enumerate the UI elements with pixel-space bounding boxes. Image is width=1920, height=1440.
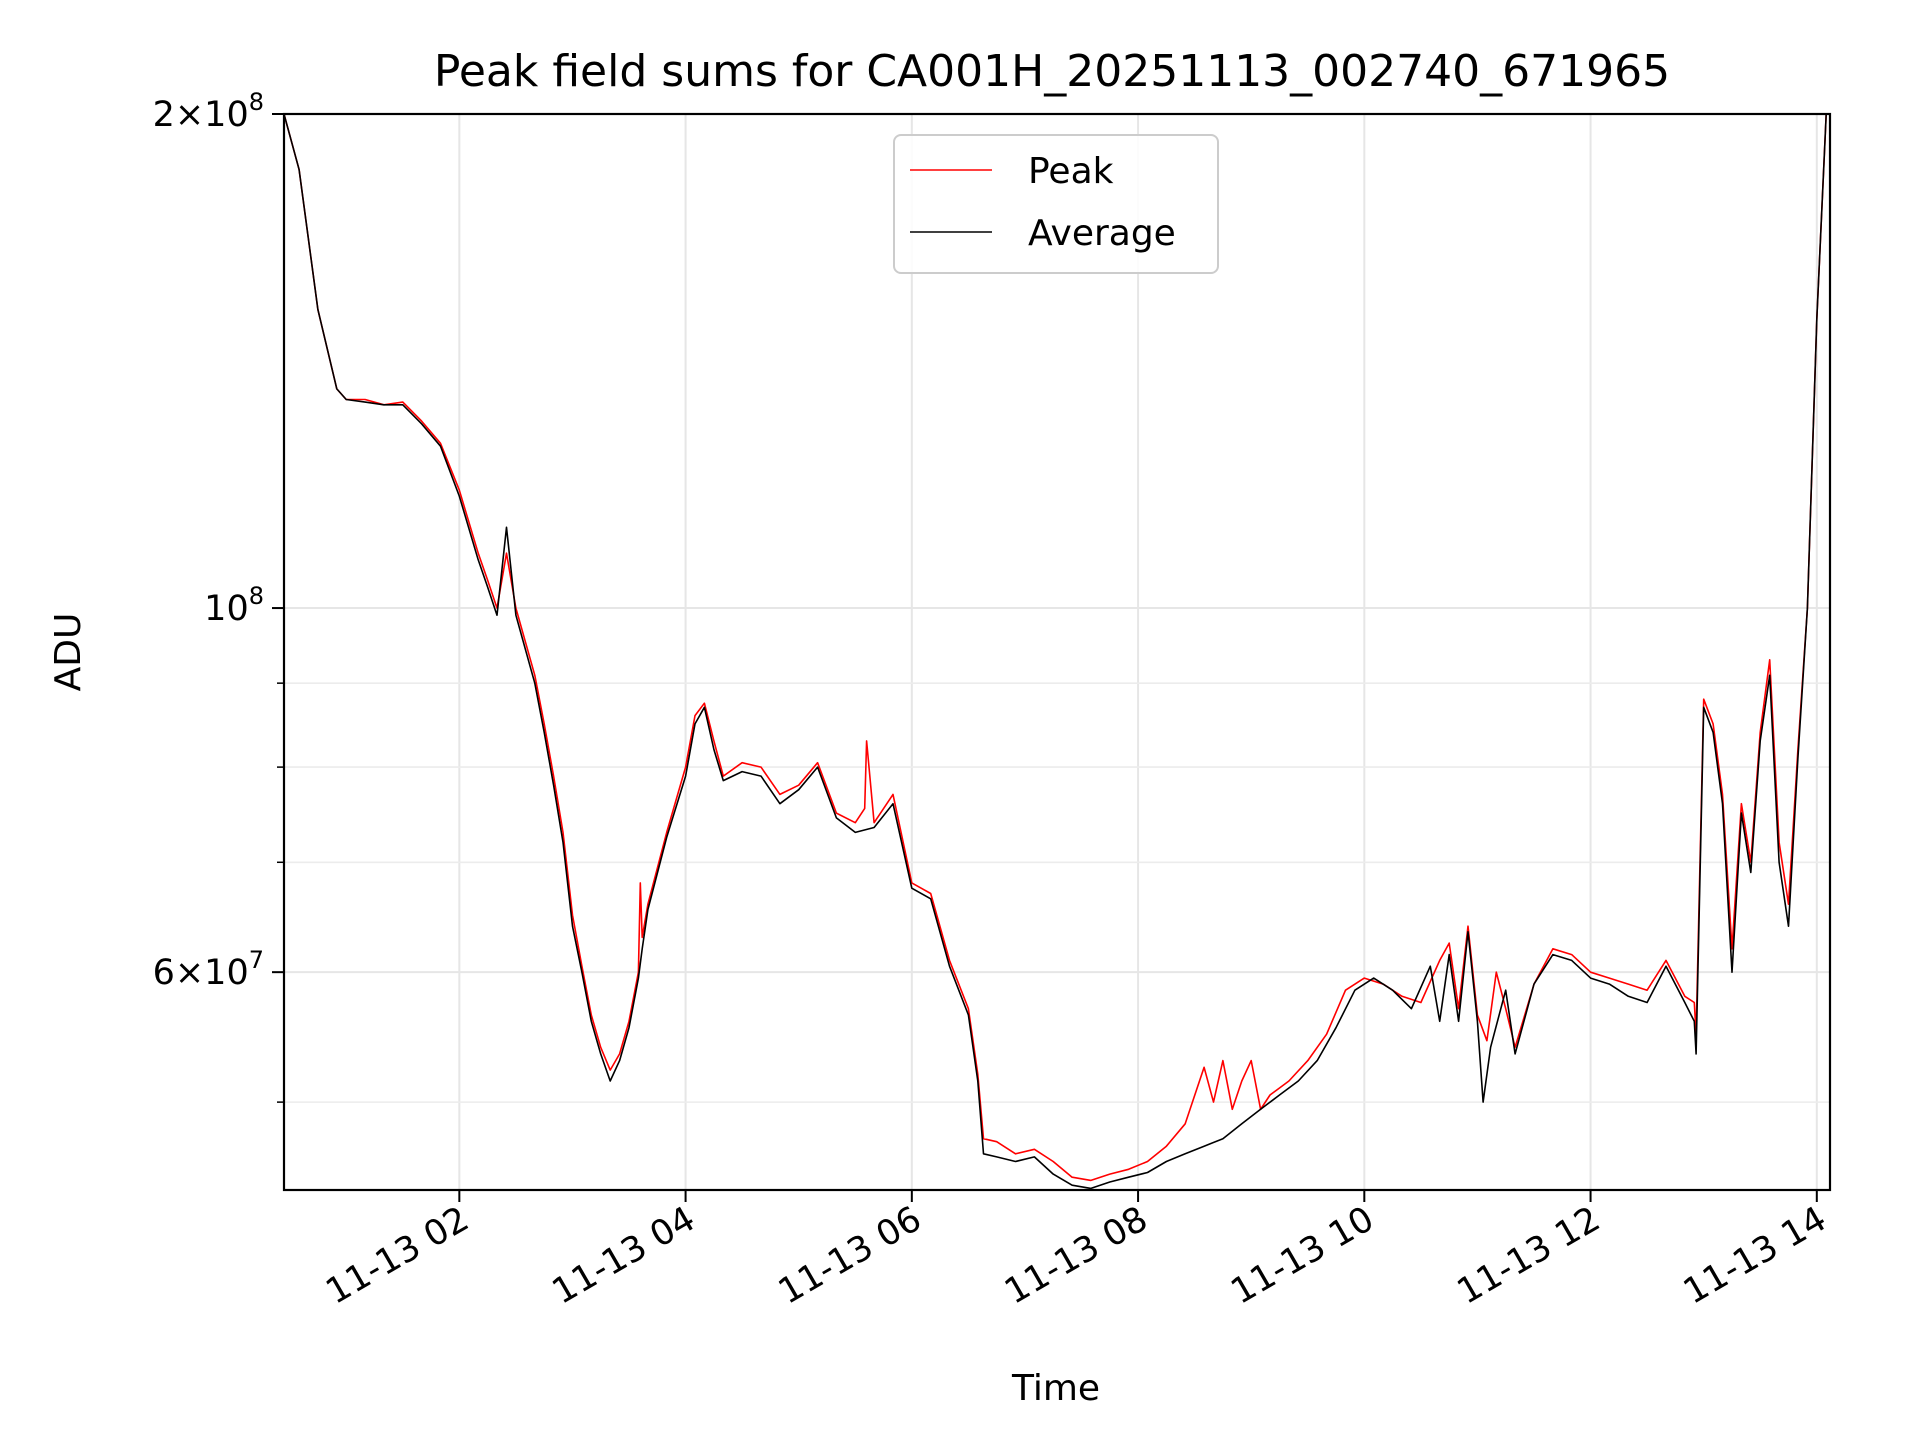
y-tick-label: 6×107	[153, 946, 264, 993]
legend: Peak Average	[893, 134, 1219, 274]
plot-frame	[282, 112, 1832, 1192]
legend-label-peak: Peak	[1028, 151, 1114, 192]
series-line-average	[284, 114, 1830, 1190]
y-axis: 2×108 108 6×107	[153, 88, 284, 1103]
legend-label-average: Average	[1028, 213, 1176, 254]
series-line-peak	[284, 114, 1830, 1182]
series-layer	[284, 114, 1830, 1190]
y-tick-label: 108	[204, 582, 264, 629]
y-tick-label: 2×108	[153, 88, 264, 135]
chart-title: Peak field sums for CA001H_20251113_0027…	[434, 46, 1670, 97]
y-axis-label: ADU	[48, 613, 89, 692]
x-axis-label: Time	[1011, 1368, 1100, 1409]
